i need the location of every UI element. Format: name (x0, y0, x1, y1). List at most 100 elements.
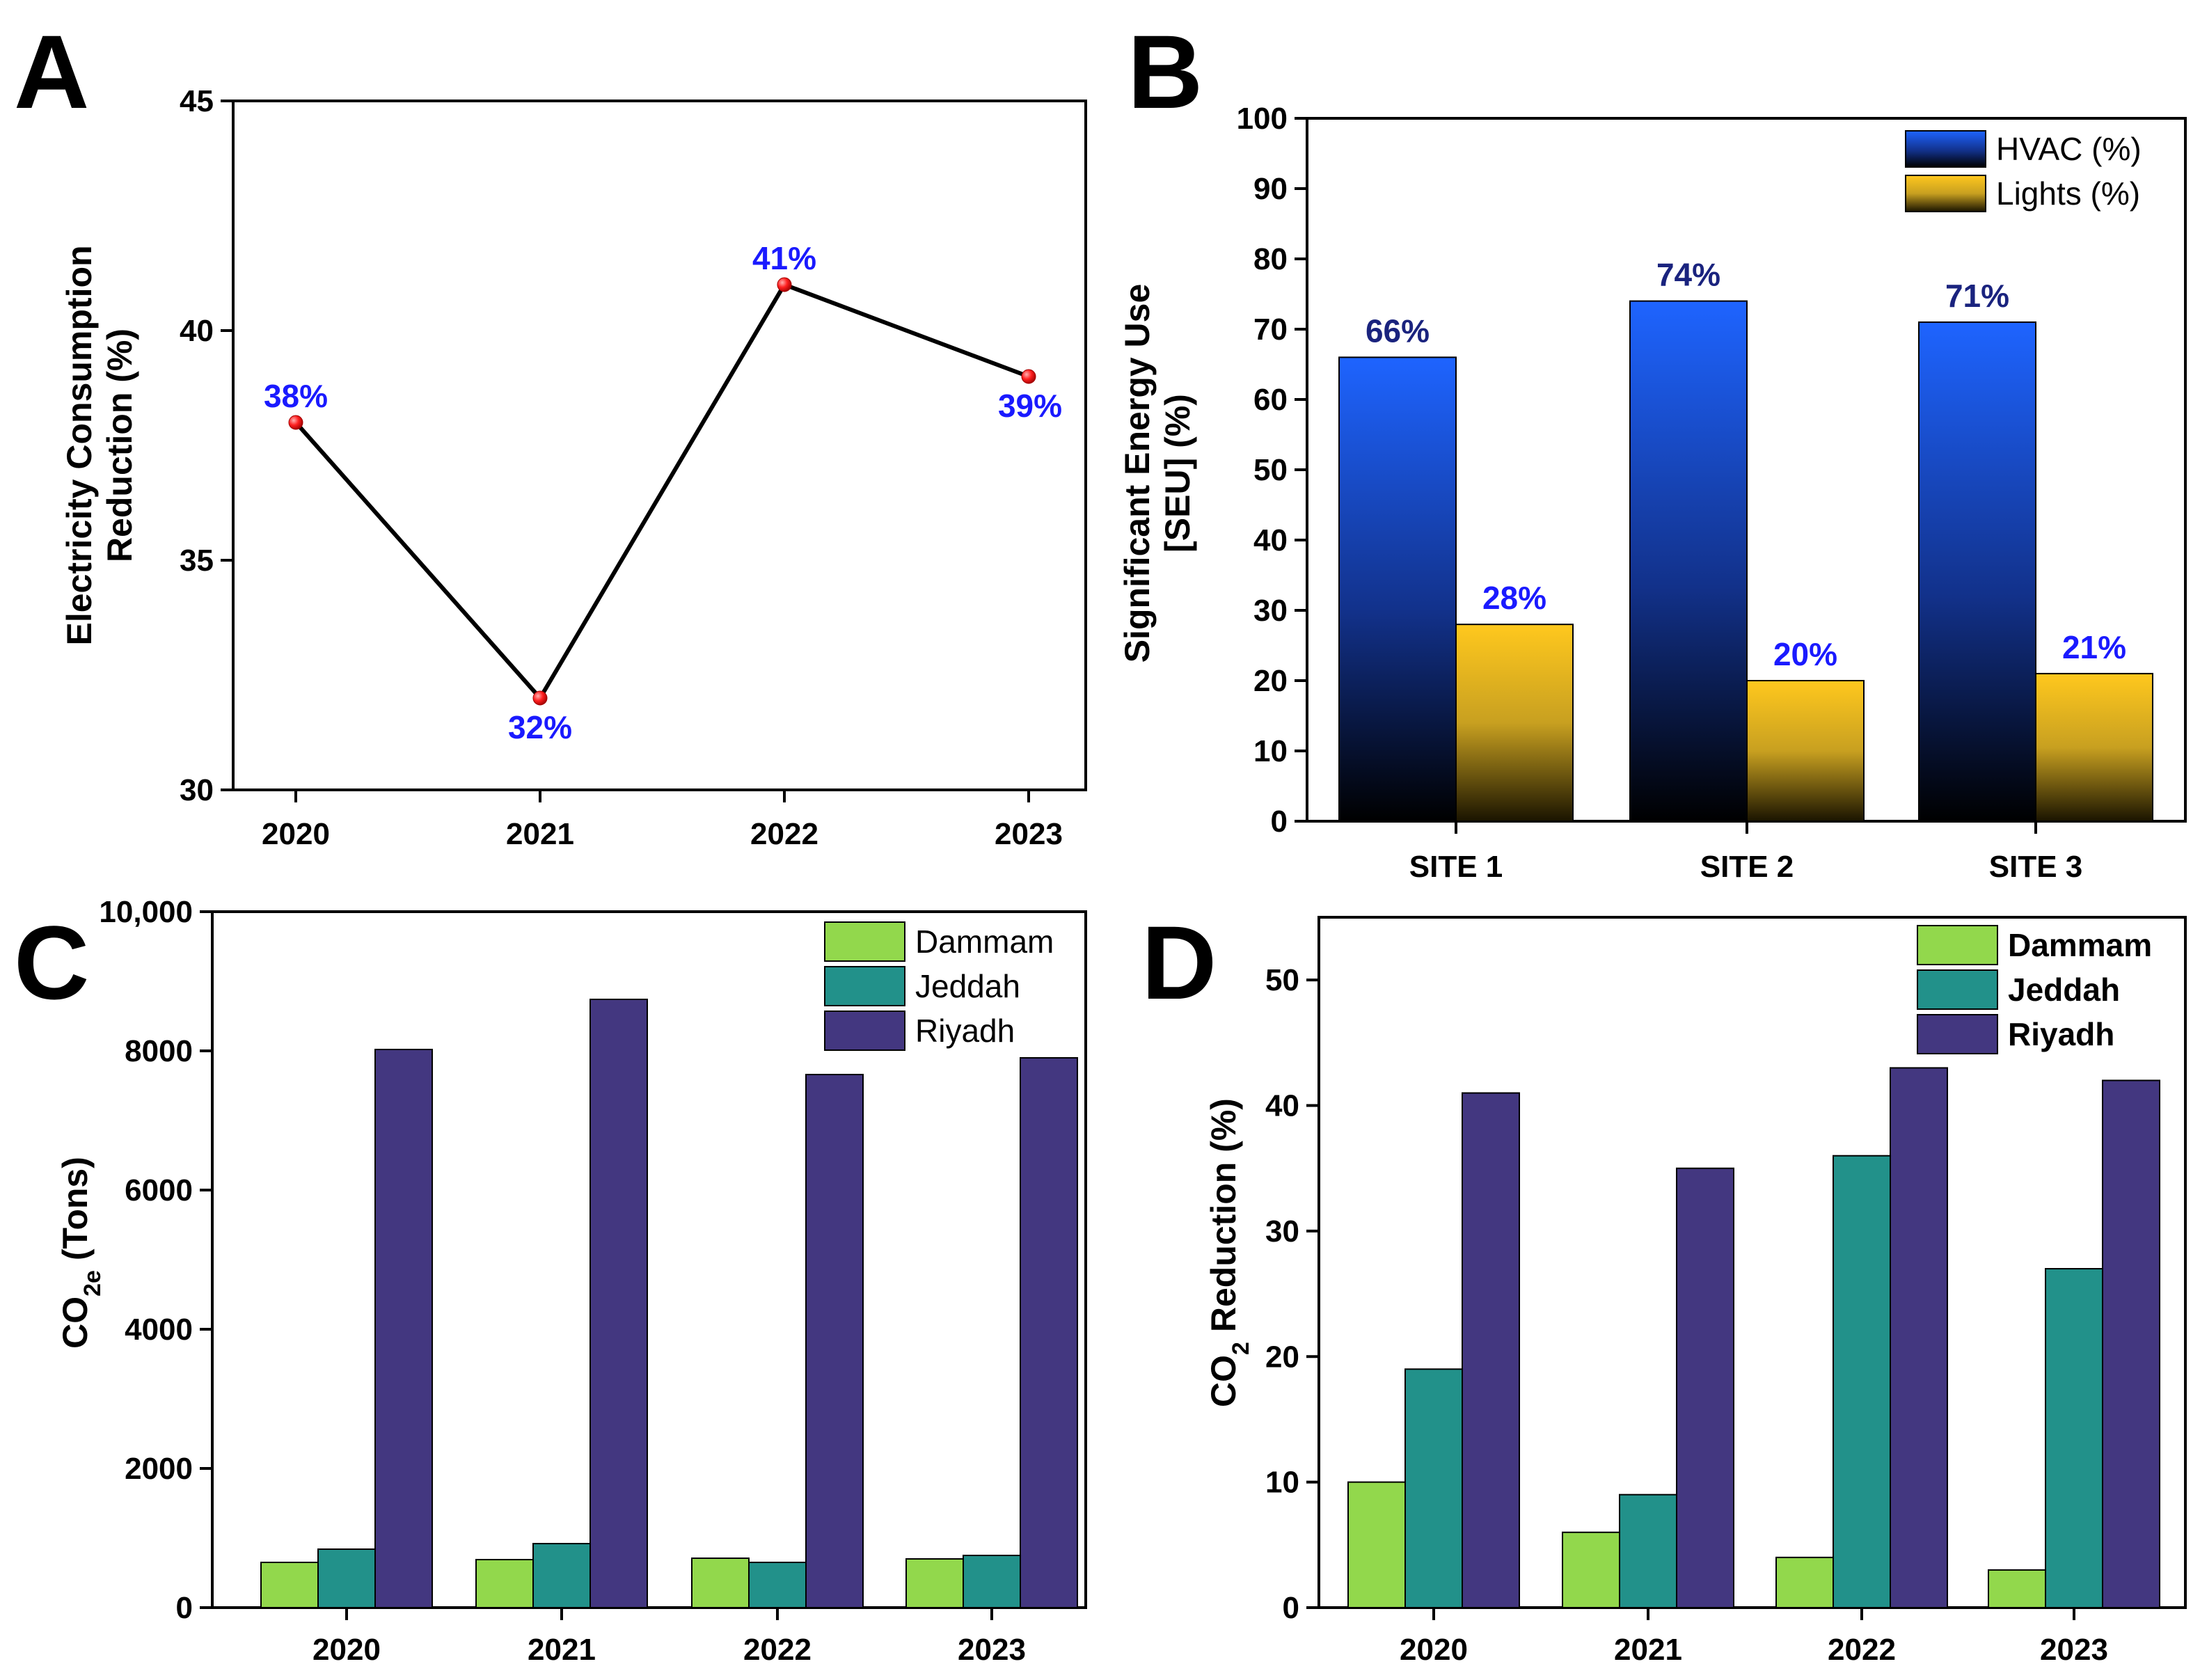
panel-b-ytick-label: 90 (1253, 172, 1288, 206)
panel-b-xtick-label: SITE 2 (1700, 850, 1794, 884)
panel-b-legend-label: Lights (%) (1996, 175, 2140, 212)
panel-b-bar-chart: 0 10 20 30 40 50 60 70 80 90 100 SITE 1 66% 28% SITE 2… (1118, 102, 2187, 884)
panel-a-ytick-label: 35 (180, 544, 214, 578)
panel-c-bar-riyadh (1020, 1057, 1078, 1608)
panel-d-bar-jeddah (1833, 1155, 1891, 1608)
panel-b-bar-lights (1455, 624, 1574, 822)
panel-d-bar-jeddah (2045, 1268, 2103, 1608)
panel-c-xtick-label: 2023 (958, 1633, 1026, 1667)
panel-d-legend-swatch (1917, 925, 1998, 965)
panel-b-bar-lights (1746, 680, 1865, 822)
panel-b-ytick-label: 80 (1253, 242, 1288, 276)
panel-letter-b: B (1127, 13, 1203, 130)
panel-d-bar-dammam (1775, 1556, 1834, 1608)
panel-c-ylabel-subscript: 2e (79, 1270, 106, 1297)
panel-b-ylabel: Significant Energy Use[SEU] (%) (1118, 284, 1197, 663)
panel-a-data-label: 32% (508, 709, 572, 745)
panel-b-ytick-label: 40 (1253, 523, 1288, 557)
panel-b-data-label: 20% (1773, 636, 1837, 672)
panel-d-ytick-label: 50 (1265, 963, 1299, 997)
panel-c-bar-jeddah (532, 1543, 591, 1608)
panel-b-ytick-label: 0 (1271, 805, 1288, 839)
panel-a-data-point (288, 415, 303, 430)
panel-b-ylabel-line: Significant Energy Use (1118, 284, 1157, 663)
panel-b-ytick-label: 30 (1253, 594, 1288, 628)
panel-b-data-label: 21% (2062, 629, 2126, 665)
panel-c-bar-riyadh (374, 1049, 433, 1608)
panel-c-bar-riyadh (589, 999, 648, 1608)
panel-d-ytick-label: 30 (1265, 1214, 1299, 1249)
panel-a-data-label: 39% (998, 388, 1062, 424)
panel-d-ylabel: CO2 Reduction (%) (1204, 1098, 1254, 1407)
panel-b-bar-lights (2035, 672, 2153, 823)
panel-b-ytick-label: 100 (1237, 102, 1288, 136)
panel-c-legend-label: Riyadh (915, 1013, 1015, 1049)
panel-d-bar-riyadh (1462, 1092, 1520, 1608)
panel-c-legend-label: Jeddah (915, 968, 1020, 1004)
panel-c-legend-label: Dammam (915, 924, 1054, 960)
panel-a-ylabel: Electricity ConsumptionReduction (%) (60, 245, 139, 645)
panel-c-xtick-label: 2022 (743, 1633, 812, 1667)
panel-a-ylabel-line: Electricity Consumption (60, 245, 99, 645)
panel-a-ytick-label: 45 (180, 84, 214, 118)
panel-c-bar-riyadh (805, 1074, 864, 1608)
panel-d-xtick-label: 2023 (2040, 1633, 2108, 1667)
panel-a-data-point (532, 690, 548, 706)
panel-c-bar-dammam (260, 1562, 319, 1608)
panel-c-bar-chart: 0 2000 4000 6000 8000 10,000 2020 2021 2022 2023 D… (56, 895, 1087, 1667)
panel-a-line-chart: 30 35 40 45 2020 2021 2022 2023 38% 32% 41% 39% Elec… (60, 84, 1087, 851)
panel-d-plot-frame (1317, 916, 2187, 1609)
panel-b-ytick-label: 50 (1253, 453, 1288, 487)
panel-a-ytick-label: 30 (180, 773, 214, 807)
panel-b-xtick-label: SITE 3 (1989, 850, 2083, 884)
panel-d-ytick-label: 40 (1265, 1089, 1299, 1123)
panel-d-bar-dammam (1988, 1569, 2046, 1608)
panel-c-plot-frame (211, 910, 1087, 1609)
panel-d-legend-swatch (1917, 1014, 1998, 1054)
panel-d-ytick-label: 0 (1283, 1591, 1299, 1625)
panel-a-series-line (294, 282, 1030, 702)
panel-a-xtick-label: 2022 (750, 817, 818, 851)
panel-b-ytick-label: 70 (1253, 312, 1288, 347)
panel-b-bar-hvac (1918, 321, 2036, 822)
panel-d-bar-jeddah (1404, 1368, 1463, 1608)
panel-b-data-label: 28% (1482, 580, 1546, 616)
panel-c-ylabel-rest: (Tons) (56, 1157, 95, 1270)
panel-c-ytick-label: 4000 (125, 1313, 193, 1347)
panel-d-bar-jeddah (1619, 1493, 1677, 1608)
panel-a-data-label: 38% (264, 378, 328, 414)
panel-c-legend-swatch (824, 1011, 905, 1051)
panel-b-data-label: 74% (1656, 257, 1720, 293)
panel-a-ytick-label: 40 (180, 314, 214, 348)
panel-a-data-point (777, 277, 792, 292)
panel-letter-c: C (14, 904, 89, 1021)
panel-d-ylabel-rest: Reduction (%) (1204, 1098, 1243, 1342)
panel-c-legend-swatch (824, 966, 905, 1006)
panel-a-plot-frame (232, 100, 1087, 791)
panel-c-bar-dammam (691, 1558, 750, 1608)
panel-c-ytick-label: 0 (176, 1591, 193, 1625)
panel-b-legend-label: HVAC (%) (1996, 131, 2142, 167)
panel-c-xtick-label: 2020 (312, 1633, 381, 1667)
panel-d-xtick-label: 2020 (1400, 1633, 1468, 1667)
panel-d-bar-riyadh (1890, 1067, 1948, 1609)
panel-a-ylabel-line: Reduction (%) (100, 328, 139, 562)
panel-d-ylabel-main: CO (1204, 1355, 1243, 1407)
panel-b-data-label: 71% (1945, 278, 2009, 314)
panel-d-legend-label: Jeddah (2008, 972, 2120, 1008)
panel-c-ylabel-main: CO (56, 1297, 95, 1349)
panel-d-bar-chart: 0 10 20 30 40 50 2020 2021 2022 2023 Dammam Jeddah R… (1204, 916, 2187, 1667)
panel-letter-d: D (1141, 904, 1217, 1021)
panel-d-bar-dammam (1562, 1531, 1620, 1608)
panel-d-ytick-label: 10 (1265, 1466, 1299, 1500)
panel-b-legend-swatch (1905, 175, 1986, 212)
panel-c-legend-swatch (824, 921, 905, 962)
panel-c-xtick-label: 2021 (528, 1633, 596, 1667)
panel-c-ylabel: CO2e (Tons) (56, 1157, 106, 1349)
panel-d-bar-riyadh (1676, 1167, 1734, 1608)
panel-b-bar-hvac (1629, 300, 1748, 823)
panel-a-data-point (1021, 369, 1036, 384)
panel-d-bar-riyadh (2102, 1079, 2160, 1609)
panel-c-bar-jeddah (317, 1548, 376, 1608)
